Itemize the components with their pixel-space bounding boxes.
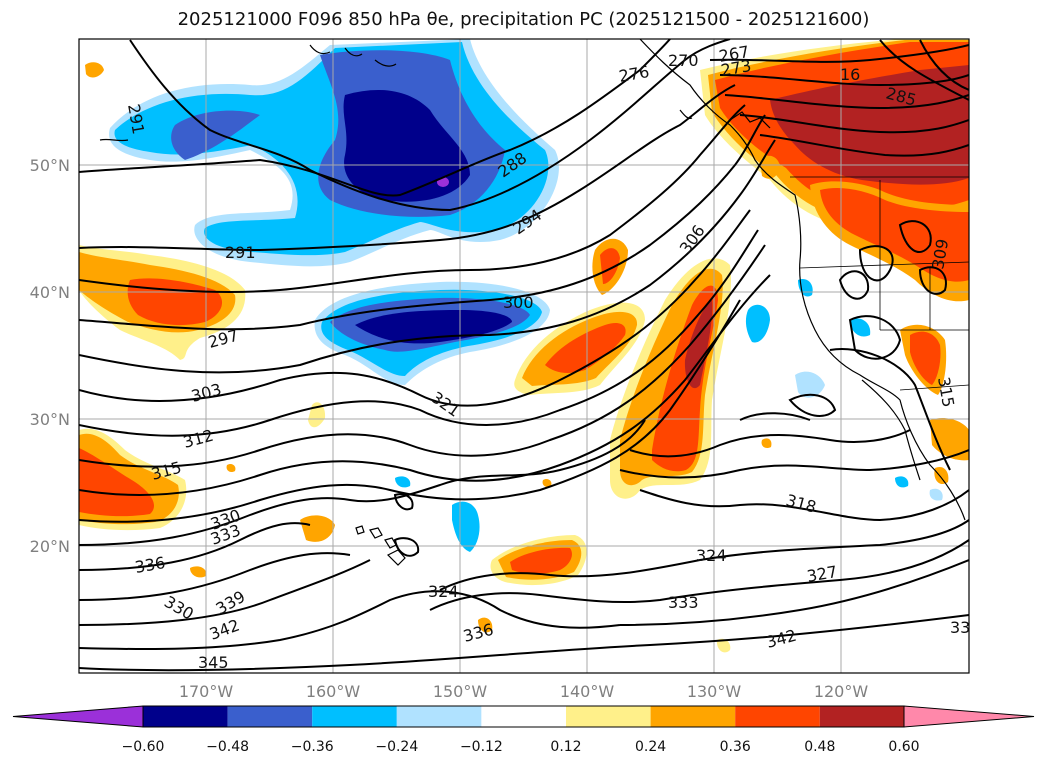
colorbar-swatch [650, 706, 736, 727]
lon-label-160w: 160°W [306, 682, 361, 701]
us-state-borders [790, 176, 969, 391]
contour-label: 333 [668, 593, 699, 612]
colorbar-tick-label: −0.36 [291, 739, 334, 755]
lon-label-170w: 170°W [179, 682, 234, 701]
lat-label-20n: 20°N [30, 537, 70, 556]
latitude-labels: 50°N 40°N 30°N 20°N [30, 156, 70, 556]
colorbar-swatch [566, 706, 651, 727]
map-plot-area: 291 288 294 291 297 300 306 303 321 312 … [79, 39, 970, 673]
plot-frame [78, 38, 970, 674]
map-title: 2025121000 F096 850 hPa θe, precipitatio… [177, 9, 870, 30]
theta-e-contours [79, 39, 969, 672]
colorbar-swatch [735, 706, 820, 727]
colorbar-frame [142, 705, 905, 728]
colorbar-swatch [819, 706, 904, 727]
lon-label-140w: 140°W [560, 682, 615, 701]
colorbar-high-extend [903, 705, 1035, 728]
colorbar-tick-label: 0.60 [888, 739, 919, 755]
graticule [79, 39, 969, 673]
colorbar-swatch [481, 706, 566, 727]
lat-label-40n: 40°N [30, 283, 70, 302]
contour-label: 291 [225, 243, 256, 262]
colorbar-swatch [396, 706, 482, 727]
contour-label: 324 [696, 546, 727, 565]
colorbar-tick-label: −0.24 [375, 739, 418, 755]
colorbar-tick-label: 0.12 [550, 739, 581, 755]
colorbar: −0.60 −0.48 −0.36 −0.24 −0.12 0.12 0.24 … [12, 705, 1035, 755]
colorbar-low-extend [12, 705, 144, 728]
negative-anomaly-shading [109, 39, 943, 552]
colorbar-tick-label: −0.12 [460, 739, 503, 755]
colorbar-swatch [312, 706, 397, 727]
colorbar-tick-label: 0.48 [804, 739, 835, 755]
contour-label: 16 [840, 65, 860, 84]
colorbar-tick-label: 0.24 [635, 739, 666, 755]
colorbar-swatch [143, 706, 228, 727]
lon-label-120w: 120°W [814, 682, 869, 701]
colorbar-tick-label: −0.48 [206, 739, 249, 755]
lon-label-150w: 150°W [433, 682, 488, 701]
colorbar-swatch [227, 706, 313, 727]
lat-label-30n: 30°N [30, 410, 70, 429]
contour-label: 300 [503, 293, 534, 312]
colorbar-tick-label: 0.36 [720, 739, 751, 755]
contour-label: 324 [428, 582, 459, 601]
contour-label: 270 [668, 51, 699, 70]
contour-label: 33 [950, 618, 970, 637]
lat-label-50n: 50°N [30, 156, 70, 175]
longitude-labels: 170°W 160°W 150°W 140°W 130°W 120°W [179, 682, 869, 701]
contour-label: 345 [198, 653, 229, 672]
lon-label-130w: 130°W [687, 682, 742, 701]
colorbar-tick-label: −0.60 [122, 739, 165, 755]
